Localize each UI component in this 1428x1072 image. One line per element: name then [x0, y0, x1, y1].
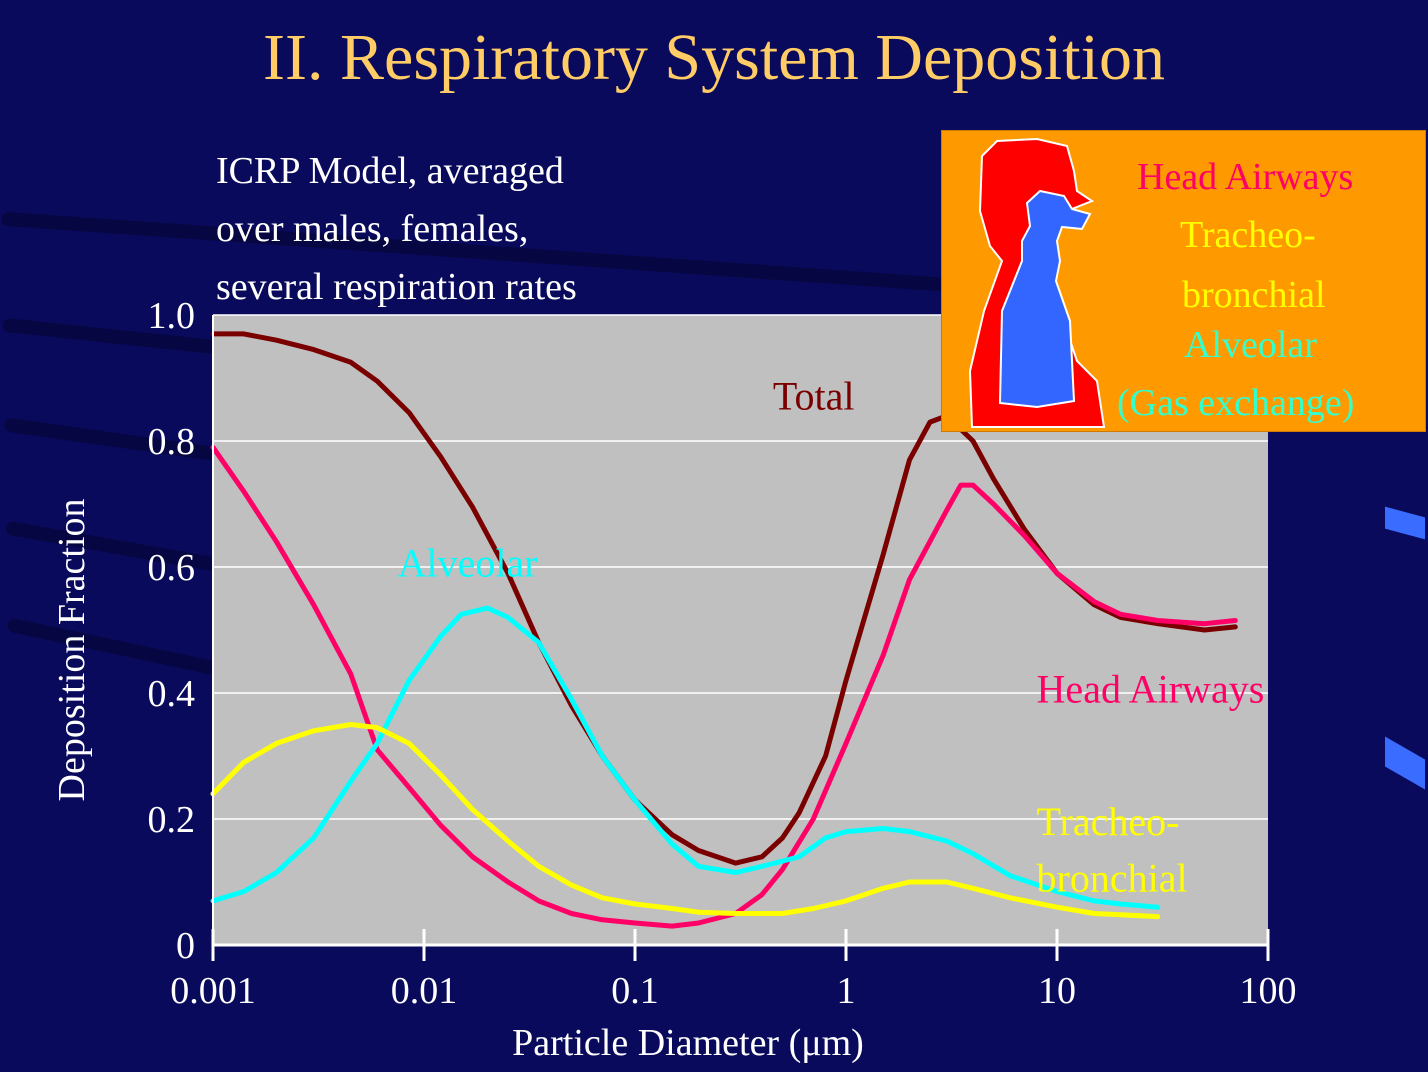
slide-title: II. Respiratory System Deposition	[263, 21, 1165, 94]
y-tick-label: 0.2	[148, 799, 196, 841]
x-tick-label: 0.01	[391, 970, 458, 1012]
x-tick-label: 10	[1038, 970, 1076, 1012]
legend-tracheo-2: bronchial	[1182, 274, 1326, 316]
legend-head-airways: Head Airways	[1137, 156, 1354, 198]
series-annotation: Total	[773, 374, 855, 419]
y-tick-label: 0.6	[148, 547, 196, 589]
legend-tracheo-1: Tracheo-	[1180, 214, 1316, 256]
alveolar-region	[998, 189, 1092, 409]
subtitle-line: ICRP Model, averaged	[216, 150, 564, 192]
tick-labels: 0.001 0.01 0.1 1 10 100 0 0.2 0.4 0.6 0.8 1.0	[148, 295, 1297, 1012]
series-annotation: Tracheo-	[1037, 799, 1180, 844]
series-group	[210, 331, 1238, 929]
subtitle-line: several respiration rates	[216, 266, 577, 308]
series-annotation: Head Airways	[1037, 666, 1265, 711]
y-tick-label: 1.0	[148, 295, 196, 337]
x-tick-label: 0.1	[611, 970, 659, 1012]
axes	[211, 315, 1270, 961]
legend-gas-exchange: (Gas exchange)	[1117, 382, 1355, 424]
y-tick-label: 0.4	[148, 673, 196, 715]
series-line-tracheo-bronchial	[210, 722, 1161, 920]
series-annotation: bronchial	[1037, 855, 1188, 900]
x-tick-label: 1	[837, 970, 856, 1012]
y-tick-label: 0.8	[148, 421, 196, 463]
legend-box: Head Airways Tracheo- bronchial Alveolar…	[941, 130, 1426, 432]
chart-subtitle: ICRP Model, averaged over males, females…	[216, 142, 736, 316]
x-tick-label: 0.001	[170, 970, 256, 1012]
grid-lines	[213, 314, 1268, 820]
respiratory-system-diagram	[968, 137, 1106, 428]
series-line-total	[210, 331, 1238, 866]
x-axis-label: Particle Diameter (μm)	[512, 1022, 864, 1064]
series-line-head-airways	[210, 444, 1238, 929]
series-line-alveolar	[210, 605, 1161, 910]
annotations: Total Alveolar Head Airways Tracheo-bronchi…	[398, 374, 1265, 901]
y-axis-label: Deposition Fraction	[51, 499, 93, 802]
y-tick-label: 0	[176, 925, 195, 967]
series-annotation: Alveolar	[398, 540, 538, 585]
legend-alveolar: Alveolar	[1184, 324, 1317, 366]
subtitle-line: over males, females,	[216, 208, 529, 250]
x-tick-label: 100	[1240, 970, 1297, 1012]
